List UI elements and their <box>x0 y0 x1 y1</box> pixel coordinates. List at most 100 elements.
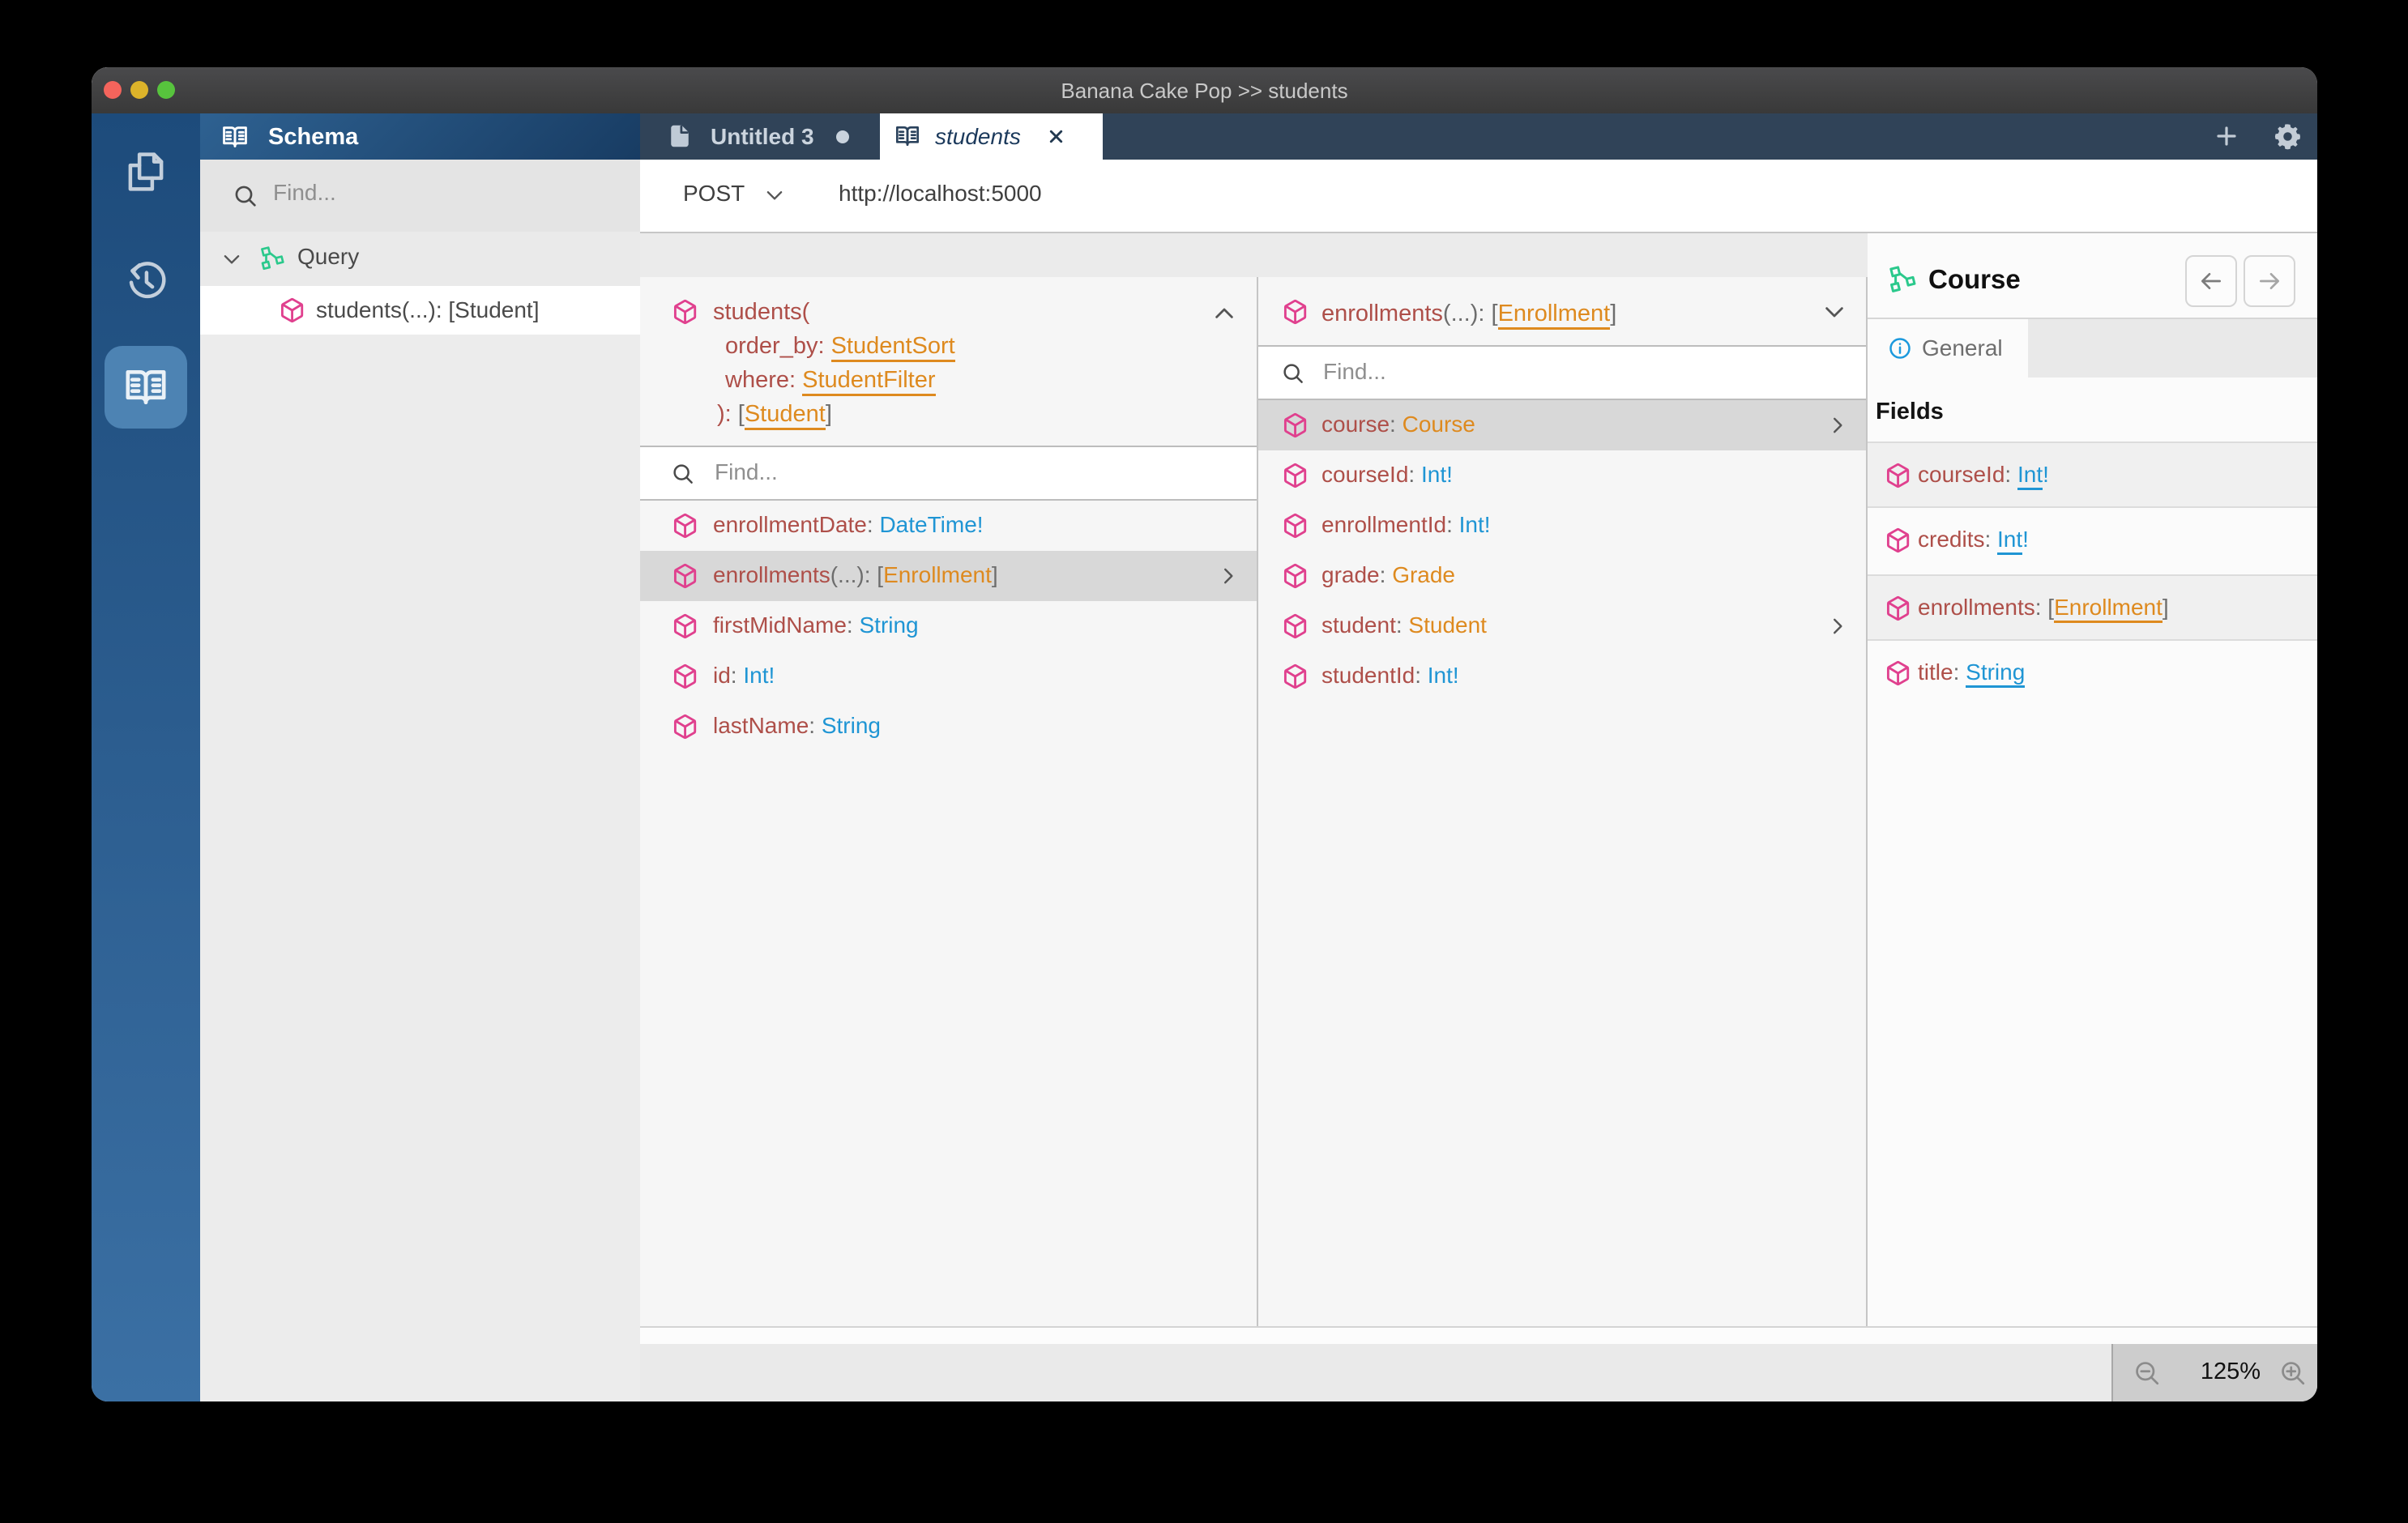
zoom-level: 125% <box>2200 1359 2261 1384</box>
maximize-window-button[interactable] <box>157 81 175 99</box>
field-text: enrollmentDate: DateTime! <box>713 512 984 537</box>
field-signature: enrollments(...): [Enrollment] <box>1321 296 1616 331</box>
tree-item-students[interactable]: students(...): [Student] <box>200 286 640 335</box>
schema-search <box>200 160 640 233</box>
cube-icon <box>671 612 698 640</box>
field-argument-line[interactable]: order_by: StudentSort <box>713 329 955 363</box>
chevron-right-icon[interactable] <box>1827 415 1848 436</box>
field-row-grade[interactable]: grade: Grade <box>1258 551 1866 601</box>
field-text: student: Student <box>1321 612 1487 638</box>
details-tab-strip: General <box>1868 319 2317 378</box>
chevron-up-icon[interactable] <box>1212 301 1236 326</box>
zoom-in-icon[interactable] <box>2278 1359 2308 1388</box>
navigate-forward-button[interactable] <box>2244 255 2295 307</box>
field-search-input[interactable] <box>1321 358 1750 386</box>
chevron-right-icon[interactable] <box>1218 565 1239 587</box>
students-field-column: students( order_by: StudentSort where: S… <box>640 277 1258 1326</box>
field-row-enrollmentDate[interactable]: enrollmentDate: DateTime! <box>640 501 1257 551</box>
cube-icon <box>1884 595 1911 622</box>
enrollments-field-column: enrollments(...): [Enrollment] course: C… <box>1258 277 1868 1326</box>
tab-untitled-3[interactable]: Untitled 3 <box>640 113 880 160</box>
tab-label: Untitled 3 <box>711 124 814 149</box>
navigate-back-button[interactable] <box>2185 255 2237 307</box>
field-text: grade: Grade <box>1321 562 1456 587</box>
tab-label: students <box>935 124 1021 149</box>
field-row-course[interactable]: course: Course <box>1258 400 1866 450</box>
cube-icon <box>1281 663 1309 690</box>
book-open-icon <box>894 123 920 149</box>
tree-item-query[interactable]: Query <box>200 232 640 286</box>
field-row-firstMidName[interactable]: firstMidName: String <box>640 601 1257 651</box>
detail-row-enrollments[interactable]: enrollments: [Enrollment] <box>1868 574 2317 641</box>
file-icon <box>668 124 692 148</box>
search-icon <box>1281 361 1305 386</box>
field-row-student[interactable]: student: Student <box>1258 601 1866 651</box>
request-url[interactable]: http://localhost:5000 <box>839 181 1042 206</box>
close-window-button[interactable] <box>104 81 122 99</box>
book-open-icon <box>221 123 249 151</box>
tree-item-label: students(...): [Student] <box>316 297 540 322</box>
schema-search-input[interactable] <box>271 179 583 207</box>
new-tab-icon[interactable] <box>2214 123 2239 149</box>
cube-icon <box>671 512 698 540</box>
field-text: enrollments: [Enrollment] <box>1918 595 2169 623</box>
cube-icon <box>1281 512 1309 540</box>
http-method-select[interactable]: POST <box>683 181 745 206</box>
schema-panel-header: Schema <box>200 113 640 160</box>
cube-icon <box>1884 462 1911 489</box>
field-text: course: Course <box>1321 412 1475 437</box>
detail-row-courseId[interactable]: courseId: Int! <box>1868 442 2317 508</box>
sidebar-item-schema[interactable] <box>105 346 187 429</box>
field-text: studentId: Int! <box>1321 663 1459 688</box>
students-field-header[interactable]: students( order_by: StudentSort where: S… <box>640 277 1257 447</box>
field-row-studentId[interactable]: studentId: Int! <box>1258 651 1866 702</box>
field-argument-line[interactable]: where: StudentFilter <box>713 363 955 397</box>
cube-icon <box>1281 412 1309 439</box>
field-row-enrollments[interactable]: enrollments(...): [Enrollment] <box>640 551 1257 601</box>
type-icon <box>259 245 285 271</box>
field-text: id: Int! <box>713 663 775 688</box>
field-search <box>640 447 1257 501</box>
tab-general[interactable]: General <box>1868 319 2028 378</box>
window-titlebar[interactable]: Banana Cake Pop >> students <box>92 67 2317 114</box>
field-row-lastName[interactable]: lastName: String <box>640 702 1257 752</box>
chevron-right-icon[interactable] <box>1827 616 1848 637</box>
cube-icon <box>1281 612 1309 640</box>
book-open-icon <box>123 365 169 410</box>
history-icon[interactable] <box>124 258 168 302</box>
detail-row-title[interactable]: title: String <box>1868 641 2317 707</box>
chevron-down-icon[interactable] <box>221 249 242 270</box>
schema-panel-title: Schema <box>268 124 359 150</box>
detail-row-credits[interactable]: credits: Int! <box>1868 508 2317 574</box>
zoom-out-icon[interactable] <box>2133 1359 2162 1388</box>
tab-students[interactable]: students <box>880 113 1103 160</box>
field-row-courseId[interactable]: courseId: Int! <box>1258 450 1866 501</box>
cube-icon <box>278 296 305 324</box>
chevron-down-icon[interactable] <box>1822 300 1847 324</box>
type-title: Course <box>1928 264 2021 294</box>
gear-icon[interactable] <box>2274 122 2302 151</box>
scroll-strip <box>640 1326 2317 1344</box>
close-icon[interactable] <box>1047 127 1065 146</box>
field-text: courseId: Int! <box>1918 462 2049 490</box>
cube-icon <box>1884 527 1911 554</box>
enrollments-field-header[interactable]: enrollments(...): [Enrollment] <box>1258 277 1866 347</box>
unsaved-dot-icon <box>836 130 849 143</box>
arrow-left-icon <box>2198 268 2224 294</box>
minimize-window-button[interactable] <box>130 81 148 99</box>
cube-icon <box>671 663 698 690</box>
field-text: courseId: Int! <box>1321 462 1453 487</box>
field-return-line[interactable]: ): [Student] <box>713 397 955 431</box>
chevron-down-icon[interactable] <box>764 185 785 206</box>
cube-icon <box>671 713 698 740</box>
field-text: firstMidName: String <box>713 612 919 638</box>
field-row-enrollmentId[interactable]: enrollmentId: Int! <box>1258 501 1866 551</box>
documents-icon[interactable] <box>124 150 168 194</box>
divider <box>1868 318 2317 319</box>
info-icon <box>1888 336 1912 360</box>
field-row-id[interactable]: id: Int! <box>640 651 1257 702</box>
field-search-input[interactable] <box>713 459 1148 486</box>
field-text: lastName: String <box>713 713 881 738</box>
tab-label: General <box>1922 335 2003 360</box>
schema-panel: Schema Query students(...): [Student] <box>200 113 640 1401</box>
